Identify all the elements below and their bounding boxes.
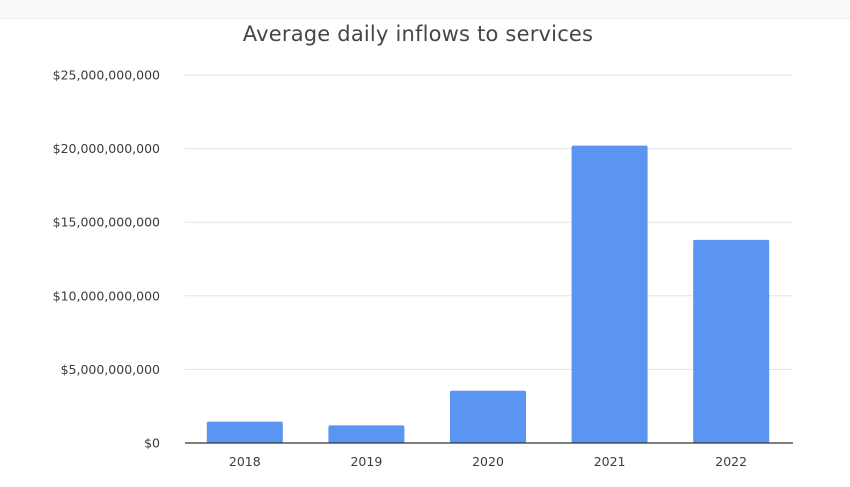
y-tick-label: $25,000,000,000 — [53, 68, 160, 83]
x-tick-label: 2021 — [594, 454, 626, 469]
y-tick-label: $15,000,000,000 — [53, 215, 160, 230]
bar-2018 — [206, 421, 283, 443]
bars — [206, 145, 770, 443]
y-tick-label: $5,000,000,000 — [61, 362, 160, 377]
bar-2021 — [571, 145, 648, 443]
y-axis-tick-labels: $0 $5,000,000,000 $10,000,000,000 $15,000,0… — [53, 68, 160, 451]
bar-2019 — [328, 425, 405, 443]
bar-2020 — [450, 390, 526, 443]
y-tick-label: $20,000,000,000 — [53, 141, 160, 156]
window-top-strip — [0, 0, 850, 19]
y-tick-label: $10,000,000,000 — [53, 288, 160, 303]
chart-title: Average daily inflows to services — [242, 22, 594, 46]
x-tick-label: 2022 — [715, 454, 747, 469]
gridlines — [185, 74, 793, 370]
y-tick-label: $0 — [144, 436, 160, 451]
x-tick-label: 2020 — [472, 454, 504, 469]
x-tick-label: 2019 — [350, 454, 382, 469]
x-tick-label: 2018 — [229, 454, 261, 469]
x-axis-tick-labels: 2018 2019 2020 2021 2022 — [229, 454, 747, 469]
bar-2022 — [693, 239, 770, 443]
